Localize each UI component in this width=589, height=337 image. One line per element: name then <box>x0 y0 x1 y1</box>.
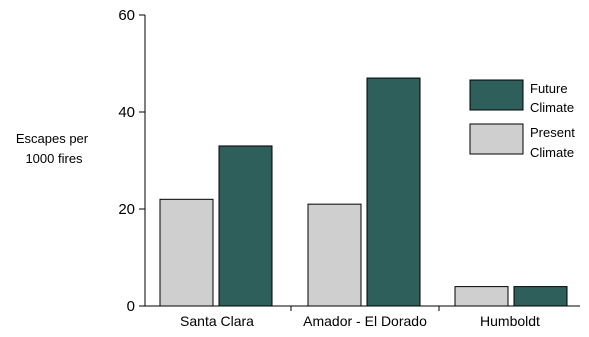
legend-label-present-line-2: Climate <box>530 145 574 160</box>
legend-swatch-present-climate <box>469 123 524 155</box>
legend-label-future-line-2: Climate <box>530 100 574 115</box>
x-tick-marks <box>290 306 440 311</box>
bar-amador-el-dorado-future-climate <box>366 77 421 307</box>
x-tick-label-humboldt: Humboldt <box>480 313 540 329</box>
y-tick-label-40: 40 <box>118 104 135 121</box>
legend-label-present-line-1: Present <box>530 125 575 140</box>
x-tick-label-santa-clara: Santa Clara <box>180 313 254 329</box>
legend: Future Climate Present Climate <box>469 79 575 160</box>
bar-humboldt-present-climate <box>454 286 509 307</box>
bar-santa-clara-present-climate <box>159 198 214 307</box>
bar-santa-clara-future-climate <box>218 145 273 307</box>
y-axis-label-line-1: Escapes per <box>16 131 89 146</box>
legend-label-future-line-1: Future <box>530 81 568 96</box>
y-tick-label-20: 20 <box>118 201 135 218</box>
y-ticks: 0 20 40 60 <box>118 7 145 315</box>
bars <box>159 77 568 307</box>
bar-amador-el-dorado-present-climate <box>307 203 362 307</box>
x-tick-label-amador-el-dorado: Amador - El Dorado <box>303 313 427 329</box>
bar-humboldt-future-climate <box>513 286 568 307</box>
y-tick-label-60: 60 <box>118 7 135 24</box>
legend-swatch-future-climate <box>469 79 524 111</box>
y-tick-label-0: 0 <box>127 298 135 315</box>
y-axis-label-line-2: 1000 fires <box>25 151 83 166</box>
